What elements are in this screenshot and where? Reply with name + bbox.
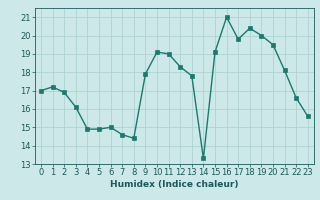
X-axis label: Humidex (Indice chaleur): Humidex (Indice chaleur): [110, 180, 239, 189]
